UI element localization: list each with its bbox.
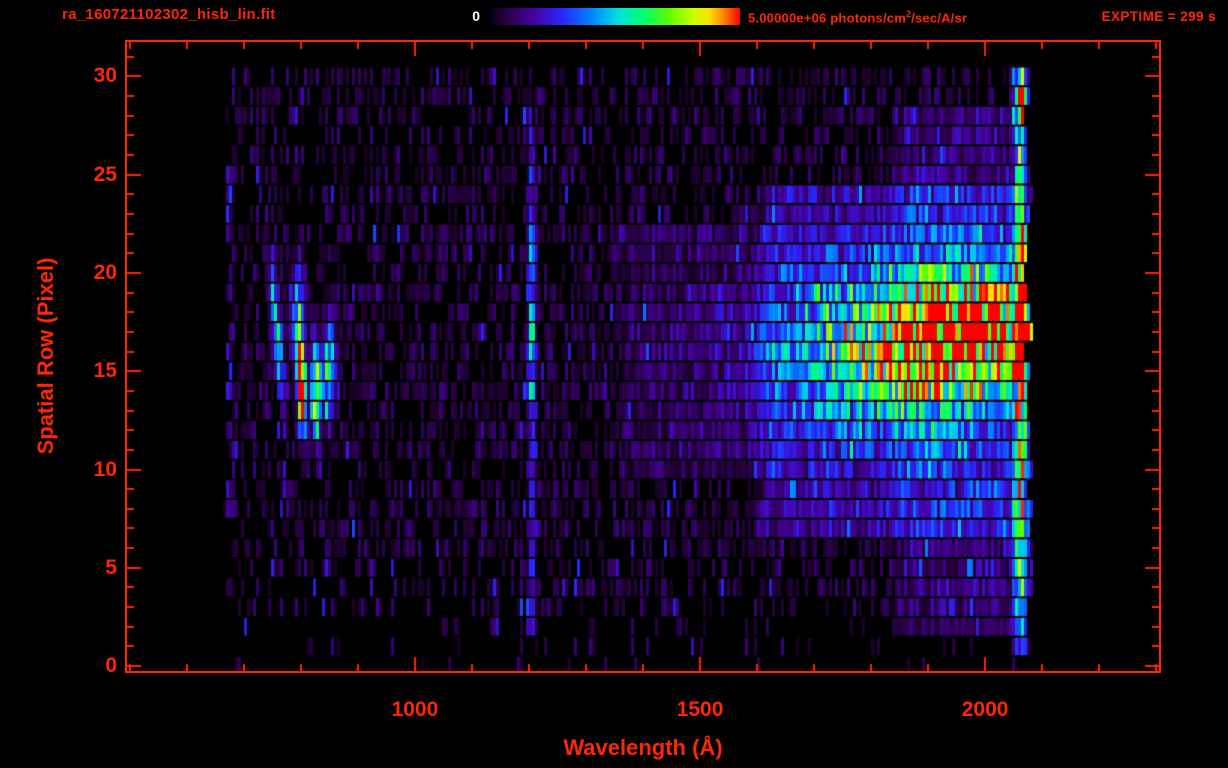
- y-axis-title: Spatial Row (Pixel): [33, 257, 58, 455]
- colorbar-max-superscript: 2: [905, 9, 912, 19]
- x-tick-label: 1500: [676, 698, 724, 721]
- spectrogram-canvas: [127, 42, 1159, 671]
- y-tick-label: 25: [93, 162, 117, 186]
- x-axis-title: Wavelength (Å): [563, 735, 723, 760]
- exptime-label: EXPTIME = 299 s: [1101, 9, 1216, 24]
- y-tick-label: 5: [105, 555, 117, 579]
- colorbar-max-label: 5.00000e+06 photons/cm2/sec/A/sr: [748, 9, 967, 25]
- plot-frame: [125, 40, 1161, 673]
- x-tick-label: 1000: [391, 698, 439, 721]
- y-tick-label: 15: [93, 359, 117, 383]
- y-tick-label: 10: [93, 457, 117, 481]
- y-tick-label: 30: [93, 64, 117, 88]
- colorbar-min-label: 0: [472, 8, 480, 24]
- y-tick-label: 20: [93, 260, 117, 284]
- colorbar-max-suffix: /sec/A/sr: [911, 10, 968, 26]
- y-tick-label: 0: [105, 654, 117, 678]
- filename-title: ra_160721102302_hisb_lin.fit: [62, 6, 276, 23]
- x-tick-label: 2000: [961, 698, 1009, 721]
- colorbar: [487, 8, 740, 25]
- colorbar-max-prefix: 5.00000e+06 photons/cm: [748, 10, 906, 26]
